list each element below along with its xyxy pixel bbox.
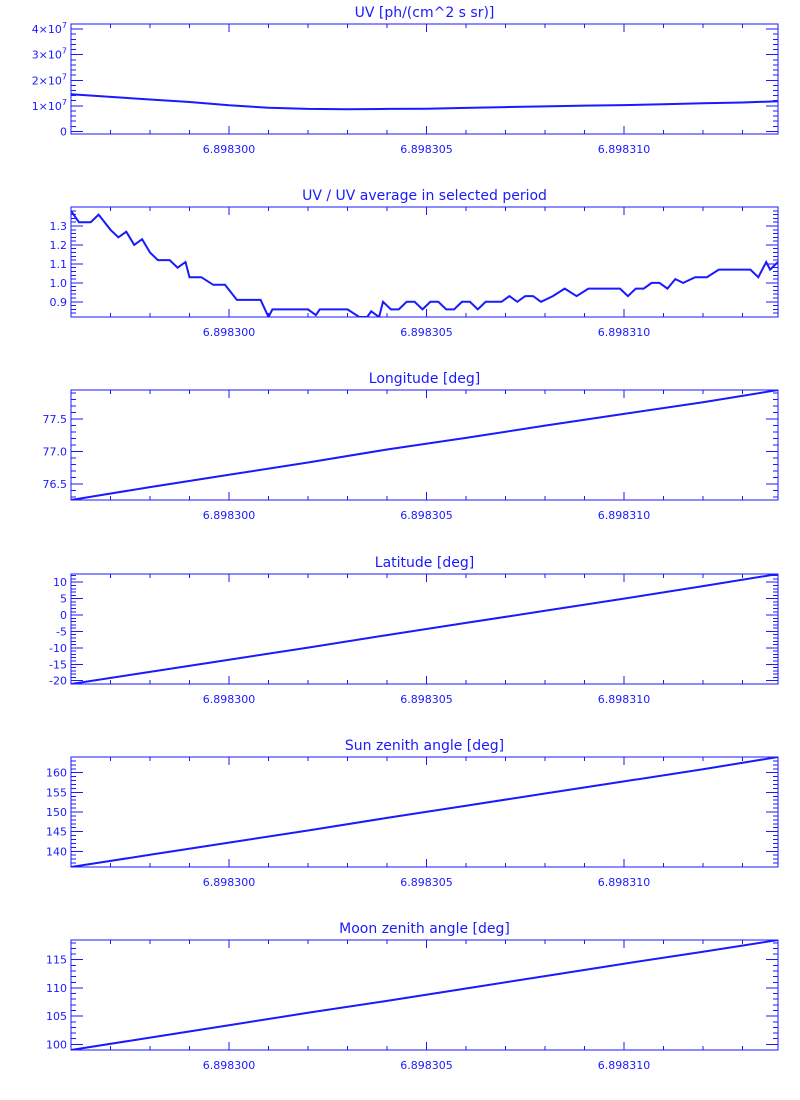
x-tick-label: 6.898300 [203,1059,256,1072]
x-tick-label: 6.898310 [598,509,651,522]
panel-title: Longitude [deg] [369,371,480,387]
x-tick-label: 6.898310 [598,693,651,706]
y-tick-label: 1.0 [50,277,68,290]
y-tick-label: -15 [49,658,67,671]
panel-3: Longitude [deg] 6.898300 6.898305 6.898310 7… [43,371,779,522]
panel-title: UV [ph/(cm^2 s sr)] [355,5,495,21]
y-tick-label: -5 [56,625,67,638]
data-series-line [71,210,778,317]
y-tick-label: 10 [53,576,67,589]
x-tick-label: 6.898305 [400,143,453,156]
y-tick-label: 150 [46,806,67,819]
x-tick-label: 6.898310 [598,1059,651,1072]
y-tick-label: -10 [49,642,67,655]
y-tick-label: 115 [46,954,67,967]
panel-2: UV / UV average in selected period 6.8983… [50,188,779,339]
panel-5: Sun zenith angle [deg] 6.898300 6.898305 6.… [46,738,779,889]
x-tick-label: 6.898300 [203,876,256,889]
y-tick-label: 140 [46,845,67,858]
x-tick-label: 6.898305 [400,693,453,706]
y-tick-label: 1×107 [32,98,67,113]
data-series-line [71,940,778,1050]
y-tick-label: 77.5 [43,413,68,426]
y-tick-label: 76.5 [43,478,68,491]
plot-frame [70,206,779,318]
y-tick-label: 100 [46,1038,67,1051]
panel-1: UV [ph/(cm^2 s sr)] 6.898300 6.898305 6.898… [32,5,779,156]
y-tick-label: 0.9 [50,296,68,309]
y-tick-label: -20 [49,675,67,688]
y-tick-label: 2×107 [32,72,67,87]
x-tick-label: 6.898305 [400,1059,453,1072]
x-tick-label: 6.898310 [598,876,651,889]
panel-4: Latitude [deg] 6.898300 6.898305 6.898310 -2… [49,555,779,706]
y-tick-label: 160 [46,767,67,780]
x-tick-label: 6.898300 [203,143,256,156]
data-series-line [71,757,778,867]
data-series-line [71,390,778,500]
x-tick-label: 6.898310 [598,143,651,156]
x-tick-label: 6.898300 [203,509,256,522]
x-tick-label: 6.898300 [203,326,256,339]
x-tick-label: 6.898310 [598,326,651,339]
panel-title: Sun zenith angle [deg] [345,738,504,754]
x-tick-label: 6.898305 [400,326,453,339]
y-tick-label: 1.1 [50,258,68,271]
y-tick-label: 0 [60,125,67,138]
data-series-line [71,574,778,684]
y-tick-label: 77.0 [43,445,68,458]
y-tick-label: 105 [46,1010,67,1023]
y-tick-label: 1.3 [50,220,68,233]
y-tick-label: 155 [46,786,67,799]
y-tick-label: 4×107 [32,21,67,36]
plot-frame [70,939,779,1051]
x-tick-label: 6.898300 [203,693,256,706]
panel-title: Moon zenith angle [deg] [339,921,510,937]
plot-frame [70,573,779,685]
y-tick-label: 110 [46,982,67,995]
panel-6: Moon zenith angle [deg] 6.898300 6.898305 6… [46,921,779,1072]
x-tick-label: 6.898305 [400,876,453,889]
panel-title: UV / UV average in selected period [302,188,547,204]
y-tick-label: 145 [46,826,67,839]
plot-frame [70,23,779,135]
y-tick-label: 0 [60,609,67,622]
y-tick-label: 1.2 [50,239,68,252]
x-tick-label: 6.898305 [400,509,453,522]
y-tick-label: 5 [60,593,67,606]
y-tick-label: 3×107 [32,47,67,62]
panel-title: Latitude [deg] [375,555,474,571]
data-series-line [71,93,778,111]
